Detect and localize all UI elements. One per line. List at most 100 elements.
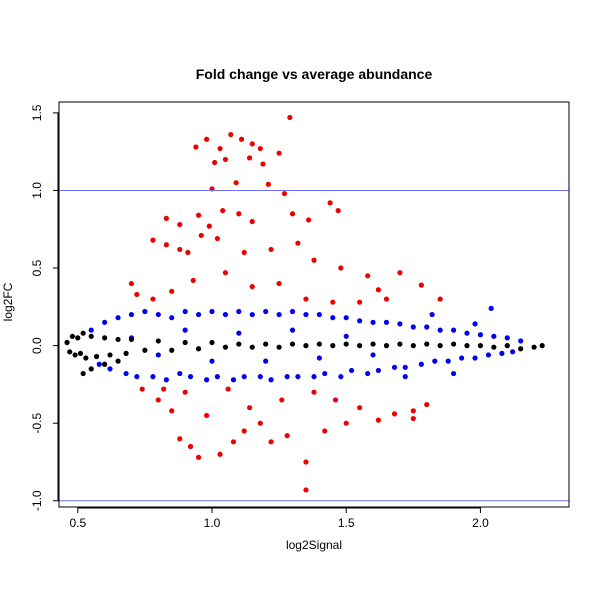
data-point-series-1 — [279, 397, 285, 403]
y-axis-label: log2FC — [1, 282, 15, 321]
data-point-series-1 — [284, 433, 290, 439]
data-point-series-0 — [289, 327, 296, 333]
data-point-series-1 — [225, 386, 231, 392]
data-point-series-2 — [155, 338, 161, 344]
data-point-series-2 — [72, 352, 78, 358]
data-point-series-0 — [155, 311, 161, 318]
data-point-series-0 — [316, 311, 322, 318]
data-point-series-1 — [228, 131, 234, 138]
data-point-series-1 — [391, 411, 398, 417]
data-point-series-2 — [437, 343, 443, 349]
data-point-series-1 — [134, 291, 140, 298]
data-point-series-1 — [161, 386, 167, 392]
data-point-series-1 — [222, 270, 229, 276]
data-point-series-0 — [303, 311, 309, 318]
y-tick-label: -0.5 — [30, 413, 44, 434]
data-point-series-1 — [163, 242, 169, 248]
data-point-series-1 — [246, 155, 253, 161]
data-point-series-1 — [257, 145, 263, 152]
data-point-series-2 — [128, 336, 135, 343]
data-point-series-2 — [370, 341, 376, 347]
data-point-series-0 — [150, 374, 156, 380]
data-point-series-1 — [375, 287, 382, 293]
data-point-series-0 — [236, 330, 242, 336]
data-point-series-1 — [190, 277, 196, 284]
data-point-series-1 — [281, 190, 288, 197]
x-tick-label: 1.0 — [204, 516, 221, 530]
data-point-series-0 — [437, 327, 443, 333]
data-point-series-2 — [102, 361, 108, 367]
data-point-series-0 — [295, 374, 301, 380]
data-point-series-0 — [284, 374, 290, 380]
data-point-series-0 — [432, 358, 438, 364]
data-point-series-2 — [236, 341, 242, 347]
data-point-series-1 — [217, 145, 223, 152]
data-point-series-1 — [214, 235, 220, 242]
data-point-series-2 — [491, 344, 497, 350]
data-point-series-2 — [209, 339, 215, 346]
data-point-series-0 — [397, 321, 403, 327]
data-point-series-1 — [238, 136, 245, 142]
data-point-series-1 — [276, 280, 282, 287]
data-point-series-0 — [348, 367, 355, 374]
data-point-series-0 — [209, 308, 215, 315]
data-point-series-0 — [370, 352, 376, 358]
data-point-series-2 — [182, 339, 188, 346]
data-point-series-2 — [464, 343, 470, 349]
data-point-series-2 — [289, 341, 296, 347]
data-point-series-0 — [450, 327, 457, 333]
data-point-series-0 — [491, 333, 497, 339]
data-point-series-2 — [343, 341, 349, 347]
x-tick-label: 1.5 — [338, 516, 355, 530]
data-point-series-0 — [391, 364, 398, 370]
data-point-series-1 — [193, 144, 199, 150]
data-point-series-0 — [209, 358, 215, 364]
data-point-series-1 — [383, 296, 390, 302]
data-point-series-1 — [206, 223, 212, 229]
data-point-series-2 — [88, 366, 94, 372]
data-point-series-0 — [499, 350, 505, 356]
data-point-series-0 — [330, 315, 336, 321]
data-point-series-0 — [472, 321, 478, 327]
data-point-series-1 — [169, 408, 175, 414]
data-point-series-0 — [445, 358, 451, 364]
data-point-series-1 — [187, 443, 194, 450]
y-tick-label: -1.0 — [30, 490, 44, 511]
data-point-series-1 — [195, 454, 202, 460]
data-point-series-0 — [241, 374, 247, 380]
data-point-series-2 — [115, 358, 121, 364]
data-point-series-0 — [263, 308, 269, 315]
data-point-series-2 — [316, 341, 322, 347]
data-point-series-0 — [263, 358, 269, 364]
data-point-series-1 — [332, 397, 339, 403]
chart-title: Fold change vs average abundance — [196, 66, 433, 82]
plot-border — [58, 101, 570, 508]
data-point-series-2 — [276, 344, 282, 350]
data-point-series-1 — [303, 487, 309, 493]
data-point-series-1 — [233, 180, 239, 186]
data-point-series-1 — [155, 397, 161, 403]
data-point-series-0 — [450, 370, 457, 377]
data-point-series-2 — [195, 346, 202, 352]
data-point-series-0 — [249, 311, 255, 318]
data-point-series-2 — [249, 344, 255, 350]
x-tick-label: 2.0 — [472, 516, 489, 530]
data-point-series-1 — [424, 401, 430, 408]
data-point-series-0 — [222, 311, 229, 318]
data-point-series-1 — [241, 249, 247, 256]
data-point-series-0 — [504, 335, 510, 341]
data-point-series-2 — [383, 343, 390, 349]
data-point-series-0 — [322, 370, 328, 377]
data-point-series-2 — [531, 344, 537, 350]
data-point-series-2 — [410, 343, 416, 349]
data-point-series-0 — [204, 377, 210, 383]
data-point-series-1 — [295, 240, 301, 246]
data-point-series-1 — [204, 136, 210, 142]
data-point-series-0 — [230, 377, 237, 383]
data-point-series-0 — [182, 327, 188, 333]
data-point-series-1 — [375, 417, 382, 423]
data-point-series-0 — [383, 319, 390, 325]
data-point-series-1 — [249, 284, 255, 290]
data-point-series-1 — [230, 439, 237, 445]
